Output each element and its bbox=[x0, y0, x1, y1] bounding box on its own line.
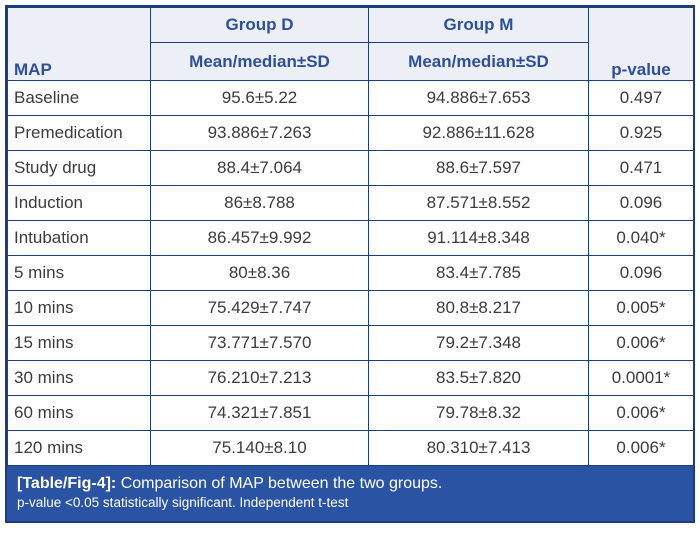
group-header-row: MAP Group D Group M p-value bbox=[7, 7, 694, 81]
group-m-value-cell: 88.6±7.597 bbox=[368, 150, 589, 186]
p-value-cell: 0.006* bbox=[588, 430, 694, 466]
group-m-value-cell: 92.886±11.628 bbox=[368, 115, 589, 151]
group-d-value-cell: 75.140±8.10 bbox=[150, 430, 369, 466]
p-value-cell: 0.040* bbox=[588, 220, 694, 256]
table-row-study-drug: Study drug 88.4±7.064 88.6±7.597 0.471 bbox=[7, 150, 694, 186]
p-value-cell: 0.096 bbox=[588, 255, 694, 291]
group-m-value-cell: 80.8±8.217 bbox=[368, 290, 589, 326]
group-m-value-cell: 91.114±8.348 bbox=[368, 220, 589, 256]
col-header-group-d: Group D bbox=[150, 7, 369, 43]
row-label-cell: 15 mins bbox=[7, 325, 151, 361]
group-m-value-cell: 83.5±7.820 bbox=[368, 360, 589, 396]
group-m-value-cell: 83.4±7.785 bbox=[368, 255, 589, 291]
table-row-120-mins: 120 mins 75.140±8.10 80.310±7.413 0.006* bbox=[7, 430, 694, 466]
table-row-premedication: Premedication 93.886±7.263 92.886±11.628… bbox=[7, 115, 694, 151]
table-row-5-mins: 5 mins 80±8.36 83.4±7.785 0.096 bbox=[7, 255, 694, 291]
subheader-group-m: Mean/median±SD bbox=[368, 42, 589, 81]
group-d-value-cell: 93.886±7.263 bbox=[150, 115, 369, 151]
row-label-cell: 30 mins bbox=[7, 360, 151, 396]
row-label-cell: Study drug bbox=[7, 150, 151, 186]
table-row-intubation: Intubation 86.457±9.992 91.114±8.348 0.0… bbox=[7, 220, 694, 256]
row-label-cell: Induction bbox=[7, 185, 151, 221]
p-value-cell: 0.0001* bbox=[588, 360, 694, 396]
map-comparison-table: MAP Group D Group M p-value Mean/median±… bbox=[7, 7, 694, 466]
table-row-induction: Induction 86±8.788 87.571±8.552 0.096 bbox=[7, 185, 694, 221]
row-label-cell: 5 mins bbox=[7, 255, 151, 291]
table-row-baseline: Baseline 95.6±5.22 94.886±7.653 0.497 bbox=[7, 80, 694, 116]
subheader-group-d: Mean/median±SD bbox=[150, 42, 369, 81]
p-value-cell: 0.497 bbox=[588, 80, 694, 116]
group-d-value-cell: 86.457±9.992 bbox=[150, 220, 369, 256]
col-header-map: MAP bbox=[7, 7, 151, 81]
row-label-cell: Intubation bbox=[7, 220, 151, 256]
p-value-cell: 0.471 bbox=[588, 150, 694, 186]
group-d-value-cell: 73.771±7.570 bbox=[150, 325, 369, 361]
table-caption: [Table/Fig-4]: Comparison of MAP between… bbox=[7, 466, 693, 521]
col-header-group-m: Group M bbox=[368, 7, 589, 43]
group-d-value-cell: 88.4±7.064 bbox=[150, 150, 369, 186]
p-value-cell: 0.096 bbox=[588, 185, 694, 221]
p-value-cell: 0.006* bbox=[588, 325, 694, 361]
col-header-pvalue: p-value bbox=[588, 7, 694, 81]
row-label-cell: Premedication bbox=[7, 115, 151, 151]
row-label-cell: 120 mins bbox=[7, 430, 151, 466]
row-label-cell: 10 mins bbox=[7, 290, 151, 326]
p-value-cell: 0.005* bbox=[588, 290, 694, 326]
subheader-row: Mean/median±SD Mean/median±SD bbox=[8, 42, 694, 81]
group-m-value-cell: 79.2±7.348 bbox=[368, 325, 589, 361]
group-m-value-cell: 94.886±7.653 bbox=[368, 80, 589, 116]
group-d-value-cell: 76.210±7.213 bbox=[150, 360, 369, 396]
caption-tag: [Table/Fig-4]: bbox=[17, 475, 117, 492]
row-label-cell: 60 mins bbox=[7, 395, 151, 431]
group-m-value-cell: 79.78±8.32 bbox=[368, 395, 589, 431]
table-row-30-mins: 30 mins 76.210±7.213 83.5±7.820 0.0001* bbox=[7, 360, 694, 396]
table-header: MAP Group D Group M p-value Mean/median±… bbox=[7, 7, 694, 81]
group-m-value-cell: 80.310±7.413 bbox=[368, 430, 589, 466]
caption-note: p-value <0.05 statistically significant.… bbox=[17, 495, 349, 510]
group-d-value-cell: 86±8.788 bbox=[150, 185, 369, 221]
table-figure-4: MAP Group D Group M p-value Mean/median±… bbox=[5, 5, 695, 523]
group-m-value-cell: 87.571±8.552 bbox=[368, 185, 589, 221]
group-d-value-cell: 75.429±7.747 bbox=[150, 290, 369, 326]
table-row-10-mins: 10 mins 75.429±7.747 80.8±8.217 0.005* bbox=[7, 290, 694, 326]
table-row-60-mins: 60 mins 74.321±7.851 79.78±8.32 0.006* bbox=[7, 395, 694, 431]
table-row-15-mins: 15 mins 73.771±7.570 79.2±7.348 0.006* bbox=[7, 325, 694, 361]
table-body: Baseline 95.6±5.22 94.886±7.653 0.497 Pr… bbox=[7, 80, 694, 466]
group-d-value-cell: 80±8.36 bbox=[150, 255, 369, 291]
p-value-cell: 0.006* bbox=[588, 395, 694, 431]
p-value-cell: 0.925 bbox=[588, 115, 694, 151]
group-d-value-cell: 74.321±7.851 bbox=[150, 395, 369, 431]
group-d-value-cell: 95.6±5.22 bbox=[150, 80, 369, 116]
caption-title: Comparison of MAP between the two groups… bbox=[120, 475, 443, 492]
row-label-cell: Baseline bbox=[7, 80, 151, 116]
caption-title-line: [Table/Fig-4]: Comparison of MAP between… bbox=[17, 473, 683, 494]
